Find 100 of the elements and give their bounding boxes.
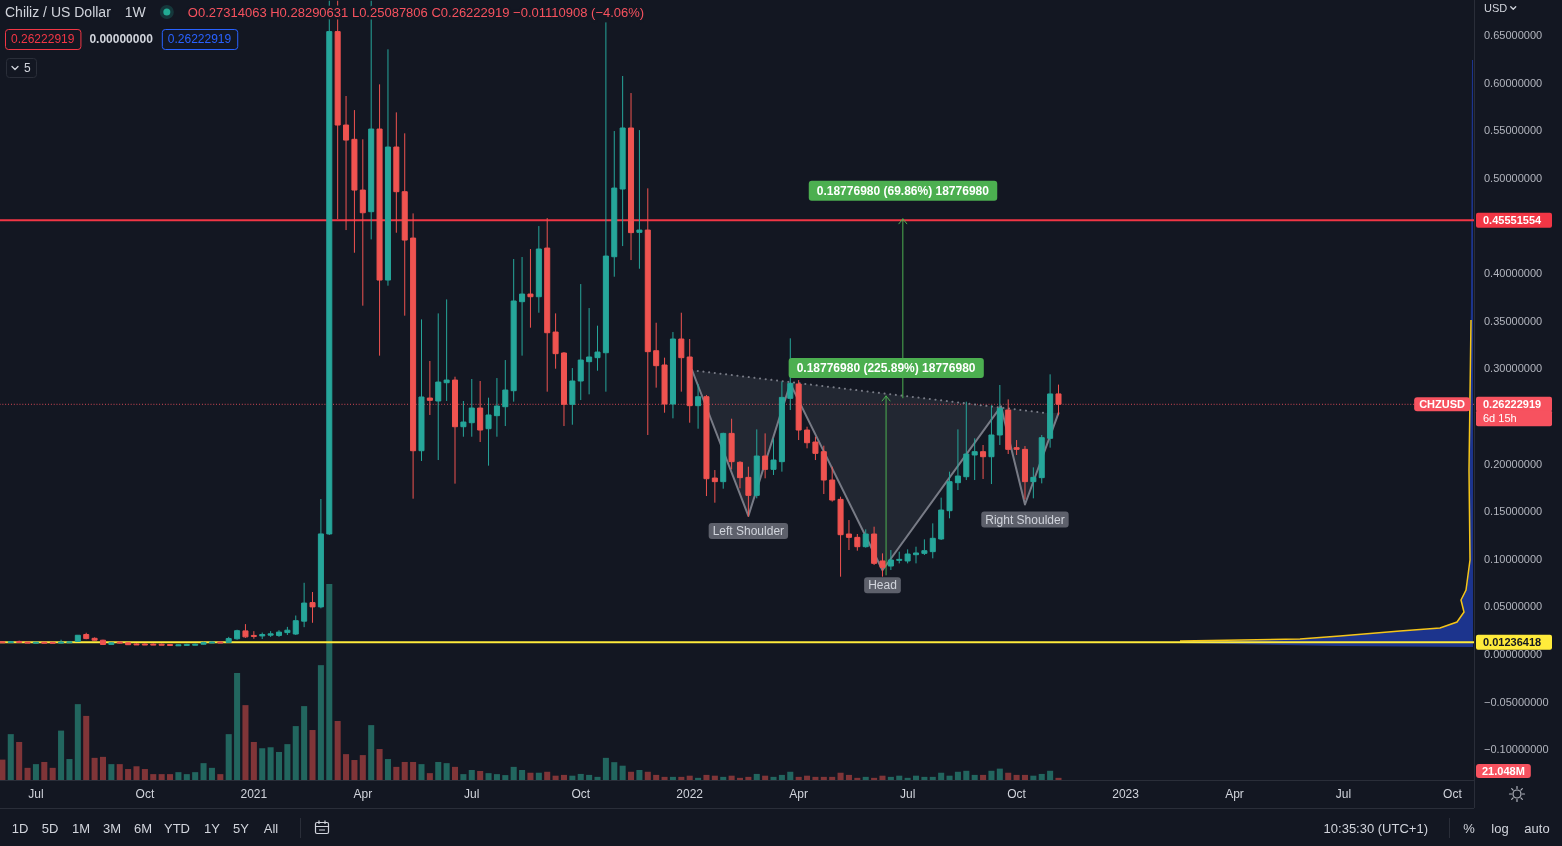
candlestick	[141, 642, 148, 646]
bar	[745, 776, 752, 780]
candlestick	[309, 591, 316, 624]
annotation: 0.18776980 (225.89%) 18776980	[796, 360, 976, 375]
bar	[16, 741, 23, 780]
candlestick	[527, 248, 534, 329]
candlestick	[695, 383, 702, 430]
y-tick-label: 0.30000000	[1484, 362, 1543, 375]
annotation: 0.00000000	[89, 32, 154, 46]
bar	[108, 764, 115, 780]
candlestick	[896, 551, 903, 564]
candlestick	[292, 615, 299, 636]
bar	[435, 761, 442, 780]
bar	[980, 774, 987, 780]
text: 5D	[41, 820, 59, 836]
x-tick-label: Oct	[1007, 787, 1027, 801]
candlestick	[66, 641, 73, 644]
candlestick	[510, 258, 517, 403]
candlestick	[711, 469, 718, 504]
candlestick	[1047, 373, 1054, 449]
candlestick	[619, 75, 626, 247]
bar	[678, 776, 685, 780]
bar	[971, 774, 978, 780]
bar	[988, 770, 995, 780]
candlestick	[871, 526, 878, 566]
y-tick-label: 0.35000000	[1484, 314, 1543, 327]
bar	[778, 774, 785, 780]
text: 6M	[133, 820, 153, 836]
bar	[963, 770, 970, 780]
x-tick-label: Oct	[135, 787, 155, 801]
text: 5Y	[233, 820, 250, 836]
bar	[862, 776, 869, 780]
text: 1Y	[204, 820, 221, 836]
bar	[401, 761, 408, 780]
x-tick-label: Apr	[789, 787, 809, 801]
candlestick	[158, 643, 165, 646]
candlestick	[938, 497, 945, 541]
bar	[208, 767, 215, 780]
bar	[74, 704, 81, 780]
annotation: 1W	[124, 4, 147, 20]
bar	[275, 751, 283, 780]
candlestick	[602, 21, 609, 393]
bar	[954, 771, 961, 780]
text: YTD	[164, 820, 190, 836]
annotation: 5	[24, 61, 31, 75]
x-tick-label: 2023	[1112, 787, 1140, 801]
bar	[770, 776, 777, 780]
candlestick	[728, 418, 735, 470]
candlestick	[1055, 384, 1062, 416]
candlestick	[795, 379, 802, 441]
bar	[686, 775, 693, 780]
bar	[418, 764, 425, 780]
annotation: CHZUSD	[1419, 398, 1466, 411]
bar	[368, 725, 375, 780]
candlestick	[736, 460, 744, 489]
bar	[326, 584, 333, 780]
candlestick	[83, 632, 90, 640]
bar	[58, 730, 65, 780]
candlestick	[460, 400, 467, 438]
bar	[552, 775, 559, 780]
bar	[871, 777, 878, 780]
y-tick-label: 0.55000000	[1484, 124, 1543, 137]
candlestick	[980, 444, 987, 480]
text: auto	[1524, 820, 1550, 836]
candlestick	[644, 187, 651, 436]
candlestick	[502, 359, 509, 427]
candlestick	[275, 629, 283, 638]
bar	[376, 749, 383, 780]
bar	[904, 777, 911, 780]
candlestick	[812, 436, 819, 461]
y-tick-label: 0.65000000	[1484, 29, 1543, 42]
annotation: Left Shoulder	[712, 523, 785, 538]
y-tick-label: 0.00000000	[1484, 648, 1543, 661]
bar	[234, 672, 241, 780]
candlestick	[586, 307, 593, 395]
candlestick	[636, 129, 643, 270]
candlestick	[544, 217, 551, 393]
bar	[628, 771, 635, 780]
bar	[644, 771, 651, 780]
candlestick	[887, 549, 894, 571]
bar	[393, 766, 400, 780]
candlestick	[242, 623, 249, 639]
annotation: 0.18776980 (69.86%) 18776980	[816, 183, 990, 198]
candlestick	[594, 325, 601, 372]
bar	[452, 766, 459, 780]
text: USD	[1484, 2, 1508, 14]
bar	[1005, 772, 1012, 780]
candlestick	[200, 641, 207, 645]
candlestick	[359, 138, 366, 307]
bar	[762, 775, 769, 780]
annotation: 0.26222919	[167, 32, 232, 46]
bar	[996, 768, 1003, 780]
candlestick	[720, 432, 727, 490]
x-tick-label: Oct	[571, 787, 591, 801]
candlestick	[837, 496, 844, 578]
candlestick	[301, 582, 308, 628]
bar	[1013, 774, 1020, 780]
ref-line-label: 0.26222919	[1483, 398, 1542, 411]
candlestick	[208, 640, 215, 644]
bar	[879, 775, 886, 780]
